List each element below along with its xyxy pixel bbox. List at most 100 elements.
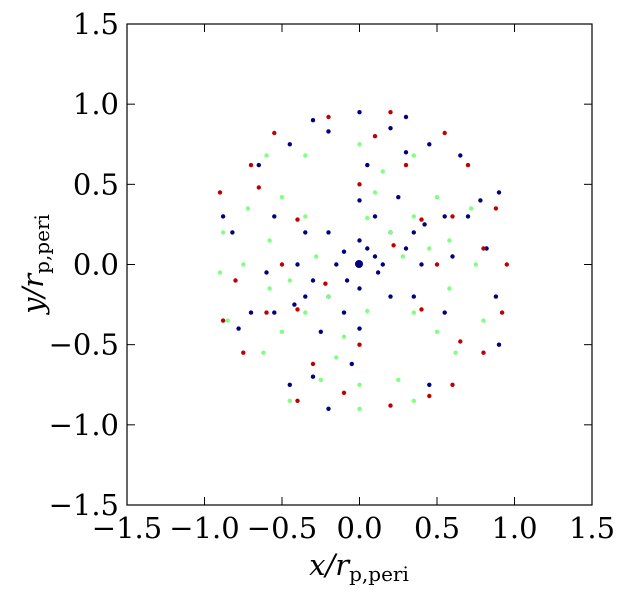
data-point-s0-26 bbox=[292, 302, 297, 307]
data-point-s0-56 bbox=[496, 190, 502, 195]
data-point-s1-2 bbox=[365, 215, 370, 221]
data-point-s1-33 bbox=[357, 382, 362, 387]
data-point-s2-27 bbox=[272, 130, 277, 136]
data-point-s1-34 bbox=[217, 270, 223, 275]
data-point-s1-24 bbox=[453, 350, 458, 355]
data-point-s0-0 bbox=[365, 246, 370, 251]
data-point-s0-1 bbox=[372, 254, 378, 259]
data-point-s0-36 bbox=[349, 361, 354, 367]
data-point-s2-7 bbox=[279, 262, 285, 267]
data-point-s0-54 bbox=[403, 114, 409, 120]
data-point-s2-26 bbox=[442, 130, 447, 136]
data-point-s0-21 bbox=[419, 262, 424, 267]
data-point-s2-10 bbox=[450, 214, 455, 219]
y-axis-label: y/rp,peri bbox=[16, 214, 54, 316]
data-point-s0-44 bbox=[230, 230, 235, 235]
data-point-s2-9 bbox=[357, 342, 362, 347]
data-point-s0-24 bbox=[357, 326, 362, 331]
data-point-s1-31 bbox=[241, 262, 246, 267]
data-point-s0-46 bbox=[326, 129, 331, 134]
y-tick-label-2: 0.5 bbox=[73, 167, 119, 201]
data-point-s0-48 bbox=[287, 142, 292, 147]
data-point-s0-49 bbox=[427, 382, 432, 387]
data-point-s2-18 bbox=[372, 134, 378, 139]
points-layer bbox=[217, 110, 509, 411]
data-point-s0-6 bbox=[357, 286, 362, 291]
data-point-s0-41 bbox=[478, 198, 483, 203]
data-point-s1-43 bbox=[264, 153, 269, 158]
data-point-s2-19 bbox=[341, 390, 347, 395]
data-point-s2-3 bbox=[295, 217, 300, 222]
x-tick-label-6: 1.5 bbox=[569, 511, 615, 545]
data-point-s2-11 bbox=[264, 310, 269, 315]
data-point-s0-39 bbox=[403, 150, 409, 155]
data-point-s2-20 bbox=[493, 206, 499, 211]
data-point-s2-0 bbox=[391, 243, 396, 248]
data-point-s0-37 bbox=[465, 214, 471, 219]
data-point-s0-25 bbox=[422, 222, 427, 227]
data-point-s1-11 bbox=[303, 214, 308, 219]
data-point-s2-36 bbox=[427, 393, 432, 399]
data-point-s0-34 bbox=[264, 270, 269, 275]
x-axis-label: x/rp,peri bbox=[309, 548, 409, 586]
data-point-s0-32 bbox=[272, 310, 277, 315]
data-point-s2-32 bbox=[295, 398, 300, 403]
y-tick-label-0: 1.5 bbox=[73, 7, 119, 41]
data-point-s0-47 bbox=[427, 142, 432, 147]
data-point-s0-55 bbox=[310, 118, 316, 123]
data-point-s1-37 bbox=[411, 398, 416, 403]
data-point-s1-5 bbox=[326, 294, 331, 299]
data-point-s1-16 bbox=[447, 286, 452, 291]
data-point-s1-42 bbox=[481, 318, 486, 323]
data-point-s0-59 bbox=[496, 342, 502, 347]
data-point-s0-22 bbox=[295, 262, 300, 267]
data-point-s0-4 bbox=[375, 270, 381, 275]
data-point-s0-35 bbox=[365, 162, 370, 168]
data-point-s2-33 bbox=[450, 382, 455, 387]
data-point-s2-23 bbox=[499, 310, 505, 315]
data-point-s2-29 bbox=[326, 114, 331, 120]
data-point-s1-39 bbox=[287, 398, 292, 403]
data-point-s1-20 bbox=[434, 195, 440, 200]
x-tick-label-5: 1.0 bbox=[491, 511, 537, 545]
data-point-s1-8 bbox=[372, 190, 378, 195]
data-point-s1-6 bbox=[427, 246, 432, 251]
data-point-s1-21 bbox=[279, 195, 285, 200]
data-point-s0-18 bbox=[303, 230, 308, 235]
data-point-s1-17 bbox=[267, 286, 272, 291]
data-point-s0-30 bbox=[272, 214, 277, 219]
data-point-s1-35 bbox=[220, 230, 226, 235]
data-point-s2-17 bbox=[233, 278, 238, 283]
data-point-s0-33 bbox=[450, 254, 455, 259]
data-point-s1-40 bbox=[411, 153, 416, 158]
data-point-s1-12 bbox=[411, 310, 416, 315]
data-point-s1-25 bbox=[261, 350, 266, 355]
data-point-s2-6 bbox=[434, 262, 440, 267]
data-point-s2-28 bbox=[388, 110, 393, 115]
data-point-s0-43 bbox=[484, 246, 489, 251]
data-point-s1-4 bbox=[388, 230, 393, 235]
data-point-s0-17 bbox=[411, 230, 416, 235]
data-point-s0-5 bbox=[357, 238, 362, 243]
x-tick-label-4: 0.5 bbox=[414, 511, 460, 545]
data-point-s1-28 bbox=[468, 206, 474, 211]
data-point-s1-7 bbox=[287, 278, 292, 283]
x-tick-label-0: −1.5 bbox=[92, 511, 162, 545]
x-tick-label-1: −1.0 bbox=[169, 511, 239, 545]
data-point-s1-10 bbox=[411, 214, 416, 219]
data-point-s0-14 bbox=[310, 278, 316, 283]
data-point-s0-52 bbox=[220, 214, 226, 219]
data-point-s0-8 bbox=[334, 262, 339, 267]
data-point-s0-60 bbox=[326, 406, 331, 411]
y-tick-label-4: −0.5 bbox=[49, 328, 119, 362]
data-point-s1-9 bbox=[341, 334, 347, 339]
data-point-s0-19 bbox=[411, 294, 416, 299]
data-point-s1-22 bbox=[434, 329, 440, 334]
data-point-s0-51 bbox=[493, 294, 499, 299]
data-point-s0-40 bbox=[310, 374, 316, 379]
data-point-s1-14 bbox=[447, 238, 452, 243]
data-point-s1-41 bbox=[303, 153, 308, 158]
data-point-s2-4 bbox=[419, 307, 424, 312]
data-point-s0-11 bbox=[388, 294, 393, 299]
